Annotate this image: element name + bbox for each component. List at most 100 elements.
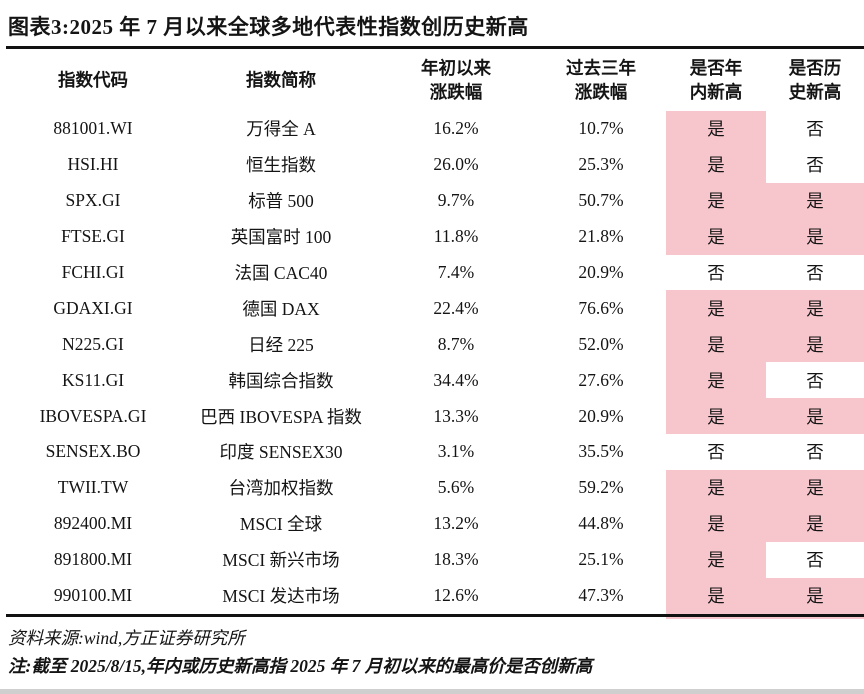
table-row: SENSEX.BO 印度 SENSEX30 3.1% 35.5% 否 否 — [0, 434, 864, 470]
record-high-flag: 是 — [766, 218, 864, 255]
record-high-flag: 否 — [806, 370, 824, 391]
index-name: MSCI 全球 — [239, 514, 323, 535]
header-three-year-change: 过去三年 涨跌幅 — [536, 49, 666, 111]
three-year-change: 59.2% — [578, 477, 624, 498]
header-record-high: 是否历 史新高 — [766, 49, 864, 111]
year-high-flag: 是 — [666, 182, 766, 219]
header-index-code: 指数代码 — [0, 49, 186, 111]
record-high-flag: 否 — [806, 263, 824, 283]
ytd-change: 16.2% — [433, 118, 479, 139]
ytd-change: 11.8% — [433, 226, 479, 247]
header-line: 指数简称 — [246, 70, 316, 90]
ytd-change: 13.2% — [433, 513, 479, 534]
source-note: 资料来源:wind,方正证券研究所 — [8, 628, 245, 649]
year-high-flag: 是 — [666, 505, 766, 542]
three-year-change: 20.9% — [578, 405, 624, 426]
top-divider — [6, 46, 864, 49]
figure-title: 图表3:2025 年 7 月以来全球多地代表性指数创历史新高 — [8, 15, 529, 39]
header-line: 内新高 — [689, 82, 743, 102]
index-code: GDAXI.GI — [53, 297, 133, 318]
three-year-change: 20.9% — [578, 262, 624, 282]
ytd-change: 13.3% — [433, 405, 479, 426]
record-high-flag: 否 — [806, 155, 824, 176]
ytd-change: 8.7% — [437, 333, 475, 354]
record-high-flag: 是 — [766, 182, 864, 219]
ytd-change: 5.6% — [437, 477, 475, 498]
header-index-name: 指数简称 — [186, 49, 376, 111]
header-line: 指数代码 — [58, 70, 128, 90]
index-name: MSCI 新兴市场 — [222, 550, 340, 571]
table-row: FCHI.GI 法国 CAC40 7.4% 20.9% 否 否 — [0, 255, 864, 291]
header-line: 涨跌幅 — [429, 82, 483, 102]
record-high-flag: 是 — [766, 326, 864, 363]
record-high-flag: 是 — [766, 577, 864, 614]
index-name: 万得全 A — [246, 119, 316, 140]
table-row: KS11.GI 韩国综合指数 34.4% 27.6% 是 否 — [0, 362, 864, 399]
index-code: IBOVESPA.GI — [39, 405, 147, 426]
index-name: 德国 DAX — [242, 298, 320, 319]
year-high-flag: 是 — [666, 577, 766, 614]
index-code: KS11.GI — [61, 369, 125, 390]
header-line: 是否历 — [788, 58, 842, 78]
index-code: HSI.HI — [67, 154, 119, 175]
ytd-change: 34.4% — [433, 369, 479, 390]
index-table: 指数代码 指数简称 年初以来 涨跌幅 过去三年 涨跌幅 是否年 内新高 是否历 … — [0, 49, 864, 620]
year-high-flag: 是 — [666, 146, 766, 183]
year-high-flag: 是 — [666, 541, 766, 578]
year-high-flag: 是 — [666, 218, 766, 255]
table-row: GDAXI.GI 德国 DAX 22.4% 76.6% 是 是 — [0, 290, 864, 327]
index-code: 881001.WI — [53, 118, 133, 139]
table-header-row: 指数代码 指数简称 年初以来 涨跌幅 过去三年 涨跌幅 是否年 内新高 是否历 … — [0, 49, 864, 111]
record-high-flag: 是 — [766, 505, 864, 542]
table-row: 891800.MI MSCI 新兴市场 18.3% 25.1% 是 否 — [0, 541, 864, 578]
index-code: 990100.MI — [53, 585, 133, 606]
header-line: 涨跌幅 — [574, 82, 628, 102]
index-code: TWII.TW — [57, 477, 129, 498]
record-high-flag: 是 — [766, 290, 864, 327]
index-name: 法国 CAC40 — [234, 263, 328, 283]
ytd-change: 12.6% — [433, 585, 479, 606]
cropped-bottom-strip — [0, 689, 864, 694]
index-name: 韩国综合指数 — [228, 370, 334, 391]
three-year-change: 47.3% — [578, 585, 624, 606]
table-body: 881001.WI 万得全 A 16.2% 10.7% 是 否 HSI.HI 恒… — [0, 111, 864, 614]
three-year-change: 10.7% — [578, 118, 624, 139]
index-code: FCHI.GI — [61, 262, 125, 282]
three-year-change: 27.6% — [578, 369, 624, 390]
year-high-flag: 是 — [666, 111, 766, 147]
bottom-divider — [6, 613, 864, 617]
year-high-flag: 否 — [707, 442, 725, 463]
index-name: 印度 SENSEX30 — [219, 442, 343, 463]
table-row: TWII.TW 台湾加权指数 5.6% 59.2% 是 是 — [0, 469, 864, 506]
three-year-change: 25.1% — [578, 549, 624, 570]
table-row: FTSE.GI 英国富时 100 11.8% 21.8% 是 是 — [0, 218, 864, 255]
year-high-flag: 是 — [666, 398, 766, 435]
year-high-flag: 是 — [666, 290, 766, 327]
index-name: 恒生指数 — [246, 155, 316, 176]
index-code: N225.GI — [62, 333, 124, 354]
ytd-change: 22.4% — [433, 297, 479, 318]
index-code: FTSE.GI — [61, 226, 125, 247]
three-year-change: 52.0% — [578, 333, 624, 354]
index-name: MSCI 发达市场 — [222, 586, 340, 607]
record-high-flag: 否 — [806, 119, 824, 140]
index-name: 台湾加权指数 — [228, 478, 334, 499]
index-name: 英国富时 100 — [230, 227, 332, 248]
table-row: N225.GI 日经 225 8.7% 52.0% 是 是 — [0, 326, 864, 363]
index-code: SPX.GI — [65, 190, 121, 211]
index-code: SENSEX.BO — [45, 441, 141, 462]
ytd-change: 26.0% — [433, 154, 479, 175]
header-line: 史新高 — [788, 82, 842, 102]
table-row: HSI.HI 恒生指数 26.0% 25.3% 是 否 — [0, 146, 864, 183]
header-line: 是否年 — [689, 58, 743, 78]
table-row: IBOVESPA.GI 巴西 IBOVESPA 指数 13.3% 20.9% 是… — [0, 398, 864, 435]
table-row: 892400.MI MSCI 全球 13.2% 44.8% 是 是 — [0, 505, 864, 542]
index-code: 891800.MI — [53, 549, 133, 570]
index-name: 标普 500 — [248, 191, 314, 212]
three-year-change: 76.6% — [578, 297, 624, 318]
header-ytd-change: 年初以来 涨跌幅 — [376, 49, 536, 111]
year-high-flag: 是 — [666, 362, 766, 399]
ytd-change: 3.1% — [437, 441, 475, 462]
three-year-change: 35.5% — [578, 441, 624, 462]
